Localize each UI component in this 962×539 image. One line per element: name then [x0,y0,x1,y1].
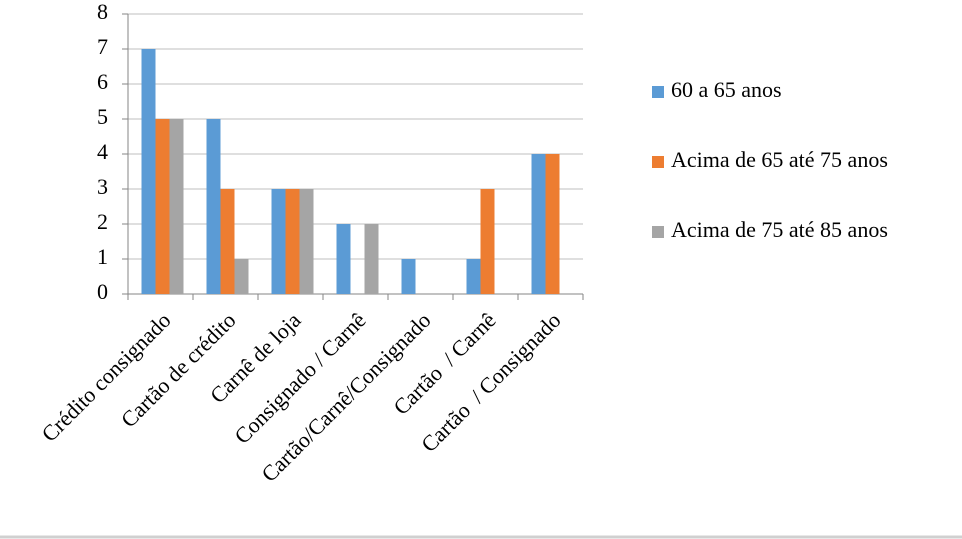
y-tick-label: 0 [97,279,108,304]
y-tick-label: 3 [97,174,108,199]
bar [285,189,300,294]
y-tick-label: 2 [97,209,108,234]
bar [401,259,416,294]
bar [169,119,184,294]
y-tick-label: 7 [97,34,108,59]
y-tick-label: 6 [97,69,108,94]
bar [364,224,379,294]
bar [531,154,546,294]
bar [480,189,495,294]
bar [271,189,286,294]
bar [299,189,314,294]
legend-swatch [652,226,664,238]
legend-swatch [652,86,664,98]
bar [545,154,560,294]
legend-label: 60 a 65 anos [671,77,782,102]
legend-label: Acima de 65 até 75 anos [671,147,888,172]
y-tick-label: 4 [97,139,108,164]
y-tick-label: 5 [97,104,108,129]
y-tick-label: 1 [97,244,108,269]
bar [206,119,221,294]
bar [141,49,156,294]
bar [466,259,481,294]
bar [336,224,351,294]
x-tick-label: Cartão de crédito [116,307,241,432]
legend-swatch [652,156,664,168]
bar [155,119,170,294]
bar [234,259,249,294]
bar [220,189,235,294]
y-tick-label: 8 [97,0,108,24]
legend-label: Acima de 75 até 85 anos [671,217,888,242]
